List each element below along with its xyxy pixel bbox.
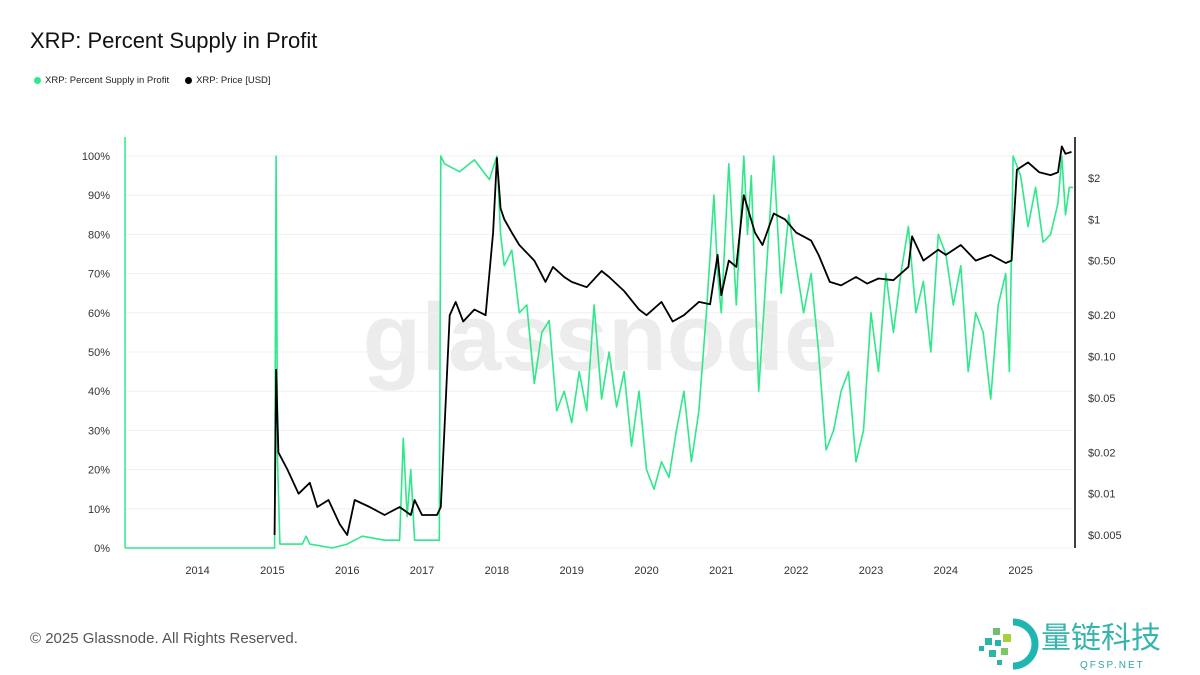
right-tick-label: $2	[1088, 173, 1100, 185]
x-tick-label: 2019	[559, 565, 583, 577]
x-tick-label: 2015	[260, 565, 284, 577]
legend-item-supply[interactable]: XRP: Percent Supply in Profit	[34, 75, 169, 86]
x-tick-label: 2016	[335, 565, 359, 577]
legend-dot-green	[34, 77, 41, 84]
right-tick-label: $0.01	[1088, 489, 1116, 501]
x-tick-label: 2021	[709, 565, 733, 577]
right-tick-label: $0.50	[1088, 256, 1116, 268]
logo-text: 量链科技	[1041, 622, 1161, 655]
legend-dot-black	[185, 77, 193, 84]
qfsp-logo: 量链科技 QFSP.NET	[979, 618, 1161, 671]
left-tick-label: 70%	[88, 269, 110, 281]
legend: XRP: Percent Supply in Profit XRP: Price…	[34, 75, 271, 86]
x-tick-label: 2020	[634, 565, 658, 577]
left-tick-label: 60%	[88, 308, 110, 320]
left-tick-label: 50%	[88, 347, 110, 359]
right-tick-label: $0.05	[1088, 393, 1116, 405]
legend-label: XRP: Percent Supply in Profit	[45, 75, 170, 86]
x-tick-label: 2024	[934, 565, 958, 577]
chart-title: XRP: Percent Supply in Profit	[30, 28, 318, 53]
right-tick-label: $0.005	[1088, 530, 1122, 542]
series-line-supply-in-profit	[125, 155, 1073, 549]
x-tick-label: 2022	[784, 565, 808, 577]
left-tick-label: 20%	[88, 465, 110, 477]
legend-item-price[interactable]: XRP: Price [USD]	[185, 75, 271, 86]
x-tick-label: 2017	[410, 565, 434, 577]
left-tick-label: 100%	[82, 151, 110, 163]
left-tick-label: 0%	[94, 543, 110, 555]
left-tick-label: 30%	[88, 425, 110, 437]
left-tick-label: 10%	[88, 504, 110, 516]
left-tick-label: 90%	[88, 190, 110, 202]
right-tick-label: $0.02	[1088, 447, 1116, 459]
series-line-price	[273, 145, 1072, 536]
legend-label: XRP: Price [USD]	[196, 75, 271, 86]
right-tick-label: $0.20	[1088, 310, 1116, 322]
right-tick-label: $1	[1088, 214, 1100, 226]
left-tick-label: 40%	[88, 386, 110, 398]
x-tick-label: 2023	[859, 565, 883, 577]
x-tick-label: 2025	[1008, 565, 1032, 577]
left-tick-label: 80%	[88, 229, 110, 241]
copyright: © 2025 Glassnode. All Rights Reserved.	[30, 630, 298, 647]
right-tick-label: $0.10	[1088, 352, 1116, 364]
x-tick-label: 2014	[185, 565, 209, 577]
logo-url: QFSP.NET	[1080, 660, 1145, 671]
x-tick-label: 2018	[485, 565, 509, 577]
